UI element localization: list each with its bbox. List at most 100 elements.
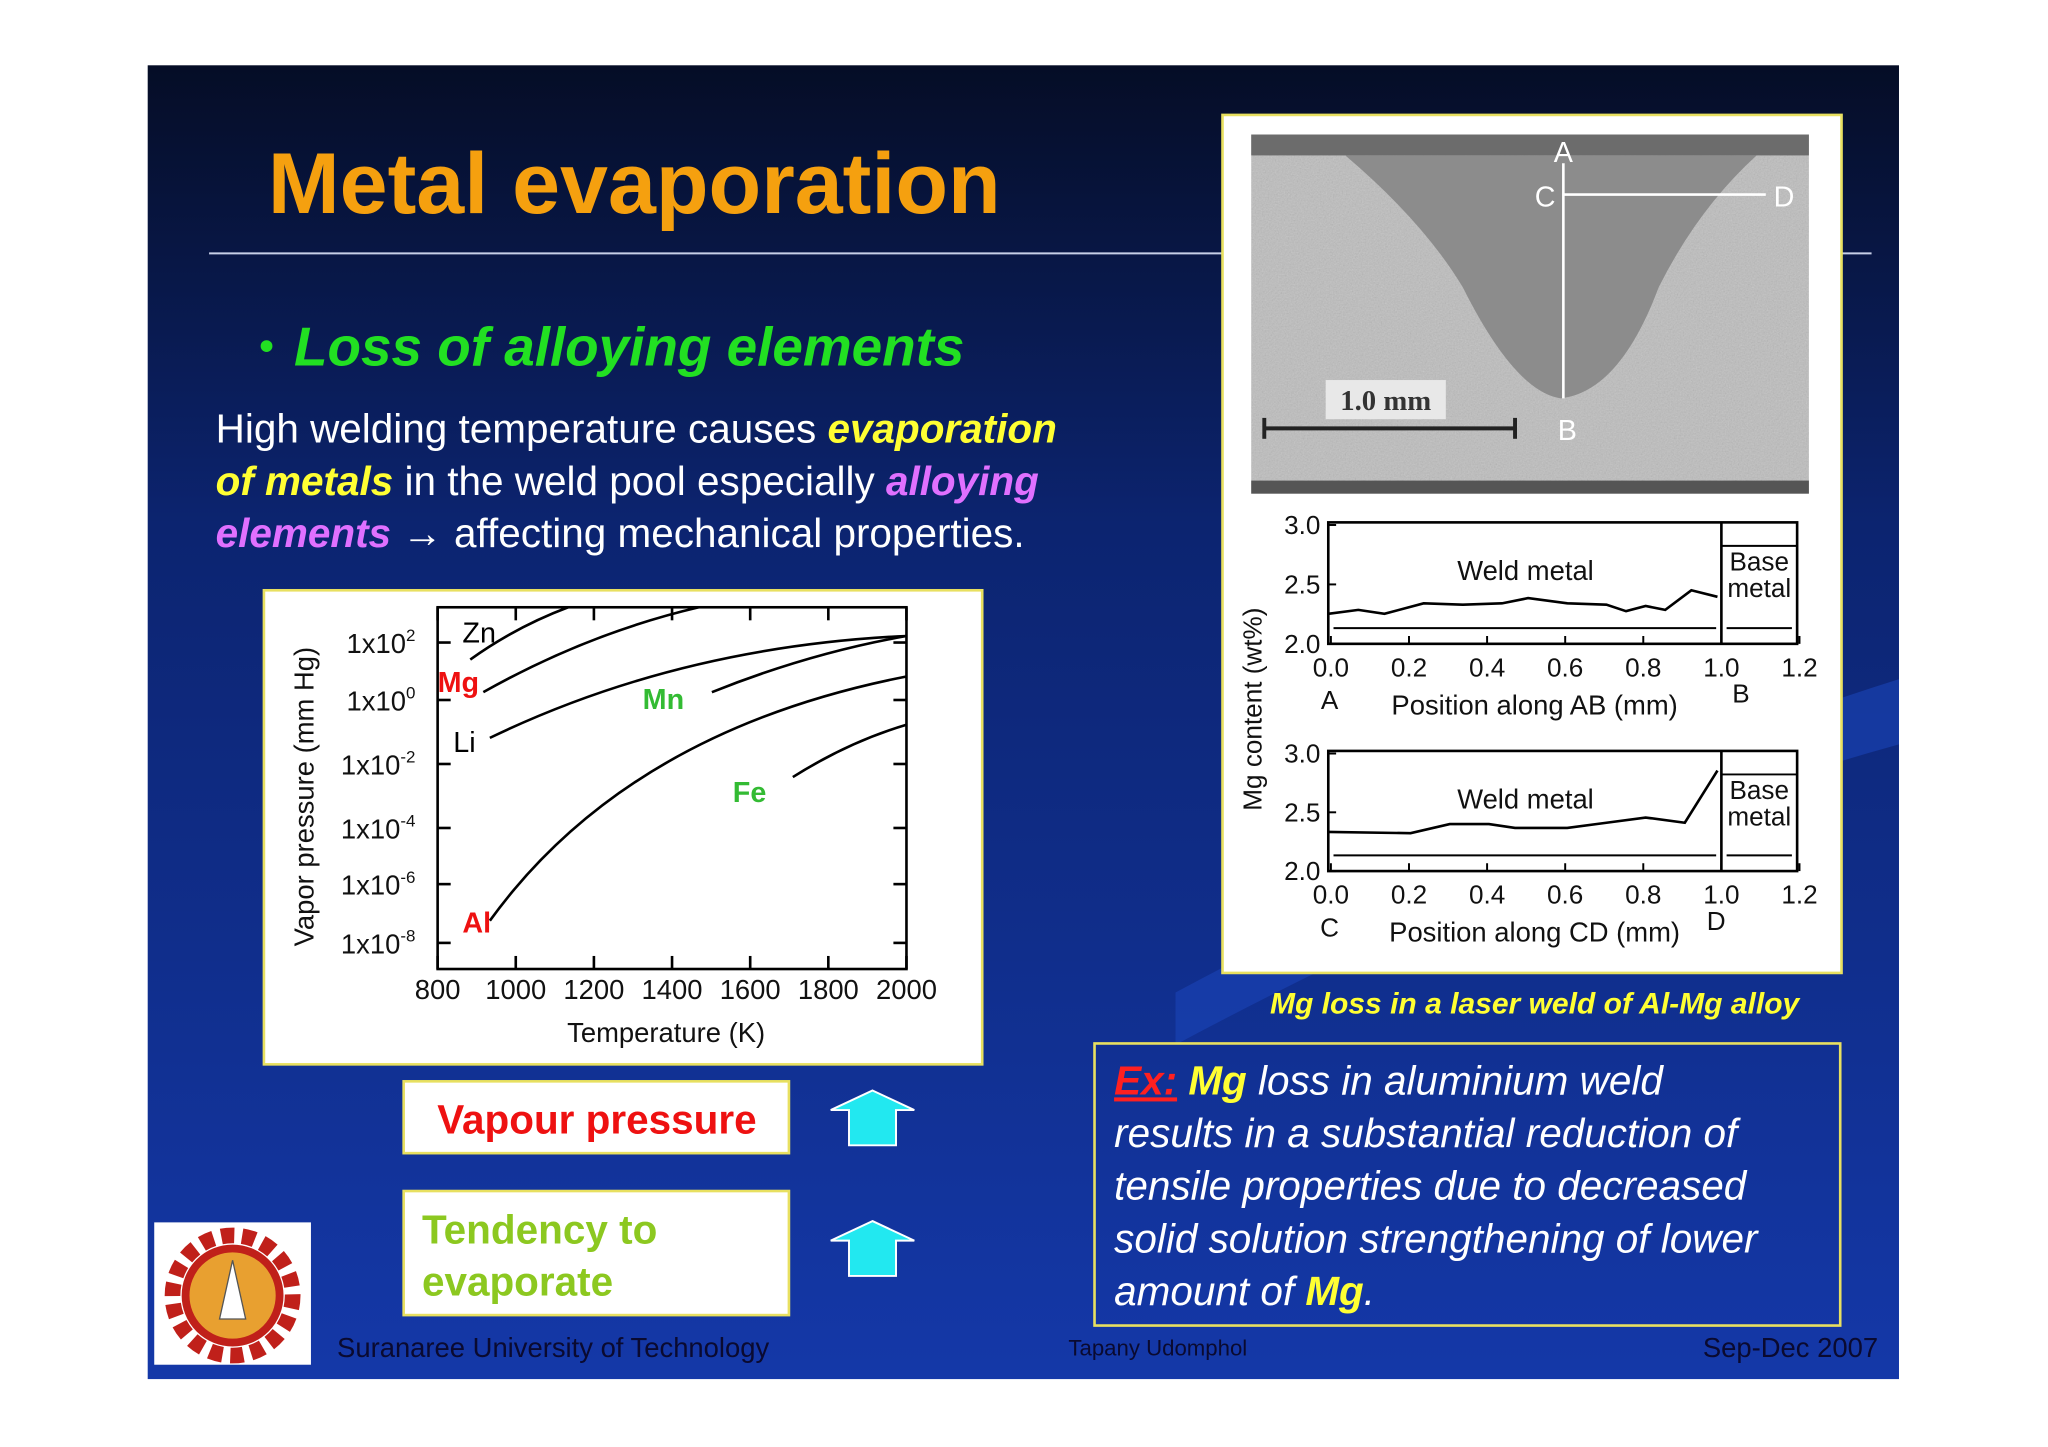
base-label: Base [1729, 547, 1789, 577]
mg-start-label: A [1321, 685, 1339, 715]
mg-start-label: C [1320, 912, 1339, 942]
base-label: metal [1727, 801, 1791, 831]
micrograph-bottom [1251, 480, 1809, 494]
tendency-box-text: evaporate [422, 1259, 613, 1305]
mg-y-tick-label: 2.5 [1284, 797, 1320, 827]
mg-x-tick-label: 0.2 [1391, 880, 1427, 910]
x-tick-label: 1400 [642, 974, 703, 1005]
x-axis-label: Temperature (K) [567, 1017, 765, 1048]
scale-label: 1.0 mm [1340, 385, 1431, 417]
mg-x-tick-label: 0.0 [1313, 880, 1349, 910]
base-label: Base [1729, 775, 1789, 805]
tick-base: 1x10 [347, 685, 406, 716]
tick-base: 1x10 [341, 870, 400, 901]
tendency-box [402, 1189, 791, 1317]
tick-base: 1x10 [347, 628, 406, 659]
tick-exp: 2 [406, 626, 415, 645]
mg-x-tick-label: 0.0 [1313, 652, 1349, 682]
tick-exp: -4 [400, 812, 415, 831]
mg-x-tick-label: 0.4 [1469, 880, 1505, 910]
vapor-curves [469, 605, 907, 922]
y-tick-label: 1x10-2 [341, 748, 416, 781]
mg-x-tick-label: 1.2 [1781, 880, 1817, 910]
text-run: High welding temperature causes [216, 406, 828, 452]
mg-x-tick-label: 0.6 [1547, 652, 1583, 682]
vapour-box [402, 1080, 791, 1155]
mg-x-label: Position along CD (mm) [1389, 917, 1680, 948]
mg-profile [1328, 588, 1718, 616]
mg-x-tick-label: 0.2 [1391, 652, 1427, 682]
text-run: loss in aluminium weld [1247, 1057, 1665, 1103]
mg-x-tick-label: 1.2 [1781, 652, 1817, 682]
example-line: solid solution strengthening of lower [1114, 1215, 1759, 1261]
text-run: → affecting mechanical properties. [391, 510, 1025, 556]
example-line: results in a substantial reduction of [1114, 1110, 1741, 1156]
curve-label: Mn [643, 684, 684, 716]
mg-x-tick-label: 1.0 [1703, 880, 1739, 910]
x-tick-label: 1200 [563, 974, 624, 1005]
y-tick-label: 1x102 [347, 626, 416, 659]
text-run: evaporation [827, 406, 1056, 452]
x-tick-label: 1600 [720, 974, 781, 1005]
mg-x-tick-label: 1.0 [1703, 652, 1739, 682]
text-run: Ex: [1114, 1057, 1177, 1103]
footer-date: Sep-Dec 2007 [1703, 1332, 1878, 1363]
micrograph-label: C [1535, 181, 1556, 213]
up-arrow [830, 1219, 915, 1277]
text-run: results in a substantial reduction of [1114, 1110, 1741, 1156]
text-run: Mg [1305, 1268, 1364, 1314]
mg-plot-frame [1326, 749, 1799, 873]
tick-exp: -2 [400, 748, 415, 767]
footer-institution: Suranaree University of Technology [337, 1332, 769, 1363]
text-run: of metals [216, 458, 394, 504]
micrograph-label: D [1774, 181, 1795, 213]
x-tick-label: 1800 [798, 974, 859, 1005]
curve-label: Mg [438, 667, 479, 699]
example-line: tensile properties due to decreased [1114, 1163, 1748, 1209]
curve-label: Al [462, 907, 491, 939]
mg-y-tick-label: 2.0 [1284, 856, 1320, 886]
text-run: alloying [886, 458, 1039, 504]
vapor-chart-box [262, 588, 984, 1066]
x-tick-label: 1000 [485, 974, 546, 1005]
y-axis-label: Vapor pressure (mm Hg) [289, 647, 320, 947]
micrograph-label: A [1554, 137, 1574, 169]
text-run: solid solution strengthening of lower [1114, 1215, 1759, 1261]
micrograph-label: B [1558, 415, 1577, 447]
logo-gear [164, 1227, 301, 1364]
tendency-box-text: Tendency to [422, 1206, 657, 1252]
example-line: amount of Mg. [1114, 1268, 1375, 1314]
example-box [1093, 1042, 1842, 1327]
y-tick-label: 1x10-4 [341, 812, 416, 845]
mg-profile [1328, 769, 1719, 835]
mg-caption: Mg loss in a laser weld of Al-Mg alloy [1270, 987, 1801, 1020]
curve-label: Zn [462, 618, 496, 650]
logo-figure [218, 1260, 247, 1320]
weld-pool [1345, 155, 1757, 399]
footer-author: Tapany Udomphol [1068, 1336, 1247, 1361]
mg-y-tick-label: 2.5 [1284, 570, 1320, 600]
text-run: Mg [1188, 1057, 1247, 1103]
text-run: in the weld pool especially [393, 458, 886, 504]
paragraph-line: of metals in the weld pool especially al… [216, 458, 1040, 504]
text-run: tensile properties due to decreased [1114, 1163, 1748, 1209]
tick-exp: 0 [406, 684, 415, 703]
mg-x-tick-label: 0.8 [1625, 652, 1661, 682]
y-tick-label: 1x100 [347, 684, 416, 717]
mg-x-label: Position along AB (mm) [1391, 689, 1677, 720]
mg-x-tick-label: 0.6 [1547, 880, 1583, 910]
example-line: Ex: Mg loss in aluminium weld [1114, 1057, 1664, 1103]
tick-base: 1x10 [341, 749, 400, 780]
text-run: amount of [1114, 1268, 1305, 1314]
tick-base: 1x10 [341, 813, 400, 844]
tick-exp: -8 [400, 927, 415, 946]
tick-base: 1x10 [341, 928, 400, 959]
mg-y-tick-label: 3.0 [1284, 510, 1320, 540]
paragraph-line: elements → affecting mechanical properti… [216, 510, 1025, 556]
x-tick-label: 800 [415, 974, 461, 1005]
mg-x-tick-label: 0.4 [1469, 652, 1505, 682]
base-label: metal [1727, 573, 1791, 603]
weld-label: Weld metal [1457, 555, 1594, 586]
